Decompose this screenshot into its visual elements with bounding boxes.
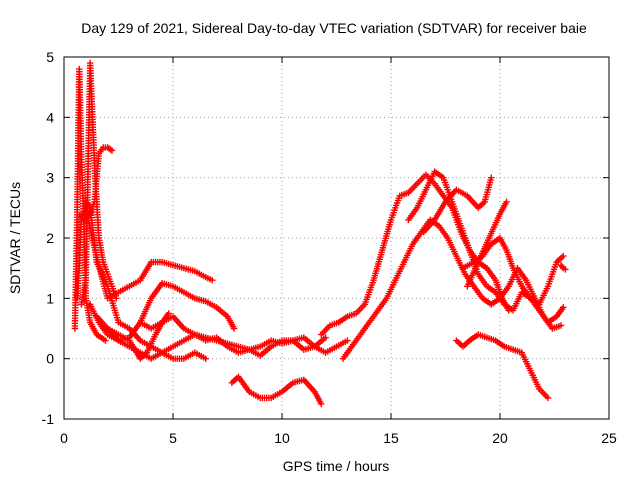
data-point-marker xyxy=(505,307,512,314)
data-point-marker xyxy=(560,304,567,311)
data-point-marker xyxy=(488,174,495,181)
series-arc-9 xyxy=(137,313,329,359)
series-arc-17 xyxy=(464,198,510,290)
series-arc-10 xyxy=(228,373,325,408)
series-arc-3 xyxy=(78,59,120,308)
series-arc-14 xyxy=(420,174,495,236)
data-points xyxy=(71,59,569,408)
x-axis-label: GPS time / hours xyxy=(283,458,390,474)
y-tick-label: 4 xyxy=(46,109,54,125)
data-point-marker xyxy=(322,334,329,341)
x-tick-label: 15 xyxy=(383,430,399,446)
chart-title: Day 129 of 2021, Sidereal Day-to-day VTE… xyxy=(81,20,587,36)
x-tick-label: 10 xyxy=(274,430,290,446)
data-point-marker xyxy=(108,147,116,154)
data-point-marker xyxy=(102,337,109,344)
x-tick-label: 20 xyxy=(492,430,508,446)
series-arc-1 xyxy=(71,65,109,344)
data-point-marker xyxy=(318,400,325,408)
y-tick-label: 5 xyxy=(46,49,54,65)
y-axis-label: SDTVAR / TECUs xyxy=(7,182,23,294)
data-point-marker xyxy=(544,394,552,402)
data-point-marker xyxy=(557,322,565,329)
y-tick-label: 1 xyxy=(46,290,54,306)
series-arc-4 xyxy=(82,144,116,224)
data-point-marker xyxy=(344,337,351,344)
series-arc-5 xyxy=(82,204,216,302)
series-arc-15 xyxy=(453,331,552,402)
y-tick-label: 3 xyxy=(46,170,54,186)
axis-ticks: 0 5 10 15 20 25 -1 0 1 2 3 4 5 xyxy=(42,49,617,446)
series-arc-16 xyxy=(459,234,567,308)
x-tick-label: 0 xyxy=(60,430,68,446)
data-point-marker xyxy=(562,266,569,273)
data-point-marker xyxy=(165,310,172,317)
y-tick-label: -1 xyxy=(42,411,55,427)
y-tick-label: 0 xyxy=(46,351,54,367)
series-arc-11 xyxy=(318,171,567,338)
x-tick-label: 25 xyxy=(601,430,617,446)
series-arc-13 xyxy=(405,168,512,314)
series-arc-6 xyxy=(86,280,238,344)
data-point-marker xyxy=(560,252,567,260)
data-point-marker xyxy=(503,198,510,205)
data-point-marker xyxy=(209,277,216,284)
y-tick-label: 2 xyxy=(46,230,54,246)
x-tick-label: 5 xyxy=(169,430,177,446)
data-point-marker xyxy=(202,355,209,362)
series-arc-18 xyxy=(557,261,569,273)
data-point-marker xyxy=(230,325,238,332)
